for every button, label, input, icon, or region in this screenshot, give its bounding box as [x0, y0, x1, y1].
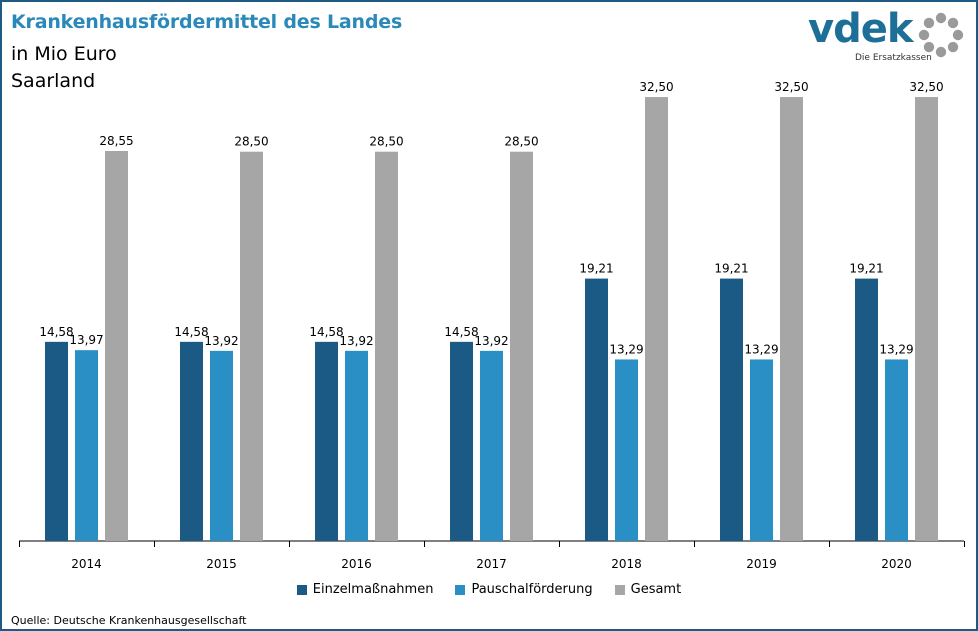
- bar-pauschal-2017: [480, 350, 503, 541]
- data-label-pauschal-2020: 13,29: [879, 342, 913, 356]
- bar-gesamt-2015: [240, 151, 263, 541]
- logo-ring-dot: [918, 29, 930, 41]
- x-tick-label-2019: 2019: [746, 557, 777, 571]
- x-tick-label-2014: 2014: [71, 557, 102, 571]
- bar-einzel-2015: [180, 341, 203, 541]
- data-label-gesamt-2019: 32,50: [774, 80, 808, 94]
- data-label-gesamt-2017: 28,50: [504, 135, 538, 149]
- chart-unit: in Mio Euro: [11, 43, 117, 65]
- legend-item-pauschal: Pauschalförderung: [455, 582, 593, 597]
- data-label-pauschal-2015: 13,92: [204, 334, 238, 348]
- legend-swatch-gesamt: [614, 584, 625, 595]
- logo-ring-dot: [952, 29, 964, 41]
- data-label-pauschal-2017: 13,92: [474, 334, 508, 348]
- legend-item-einzel: Einzelmaßnahmen: [296, 582, 434, 597]
- bar-pauschal-2016: [345, 350, 368, 541]
- legend-swatch-pauschal: [455, 584, 466, 595]
- legend-label-pauschal: Pauschalförderung: [471, 582, 593, 597]
- legend-label-einzel: Einzelmaßnahmen: [312, 582, 434, 597]
- logo-ring-dot: [923, 17, 935, 29]
- source-note: Quelle: Deutsche Krankenhausgesellschaft: [11, 614, 247, 627]
- data-label-pauschal-2018: 13,29: [609, 342, 643, 356]
- bar-gesamt-2014: [105, 151, 128, 541]
- bar-gesamt-2017: [510, 151, 533, 541]
- vdek-logo: vdek Die Ersatzkassen: [808, 6, 968, 66]
- logo-ring-dot: [923, 41, 935, 53]
- data-label-gesamt-2018: 32,50: [639, 80, 673, 94]
- data-label-gesamt-2016: 28,50: [369, 135, 403, 149]
- data-label-einzel-2019: 19,21: [714, 262, 748, 276]
- bar-pauschal-2018: [615, 359, 638, 541]
- bar-pauschal-2014: [75, 350, 98, 541]
- bar-einzel-2016: [315, 341, 338, 541]
- chart-region: Saarland: [11, 70, 96, 92]
- x-tick-label-2015: 2015: [206, 557, 237, 571]
- x-tick-label-2016: 2016: [341, 557, 372, 571]
- data-label-einzel-2020: 19,21: [849, 262, 883, 276]
- data-label-einzel-2018: 19,21: [579, 262, 613, 276]
- bar-gesamt-2019: [780, 97, 803, 542]
- bar-pauschal-2020: [885, 359, 908, 541]
- x-tick-label-2018: 2018: [611, 557, 642, 571]
- legend-swatch-einzel: [296, 584, 307, 595]
- bar-einzel-2017: [450, 341, 473, 541]
- bar-einzel-2018: [585, 278, 608, 541]
- data-label-einzel-2014: 14,58: [39, 325, 73, 339]
- logo-ring-dot: [935, 12, 947, 24]
- bar-einzel-2020: [855, 278, 878, 541]
- logo-ring-dot: [947, 17, 959, 29]
- data-label-gesamt-2014: 28,55: [99, 134, 133, 148]
- bar-gesamt-2016: [375, 151, 398, 541]
- bar-gesamt-2020: [915, 97, 938, 542]
- logo-ring-dot: [947, 41, 959, 53]
- chart-title: Krankenhausfördermittel des Landes: [11, 11, 403, 33]
- x-tick-label-2017: 2017: [476, 557, 507, 571]
- bar-einzel-2019: [720, 278, 743, 541]
- data-label-gesamt-2015: 28,50: [234, 135, 268, 149]
- data-label-pauschal-2014: 13,97: [69, 333, 103, 347]
- logo-ring-dot: [935, 46, 947, 58]
- data-label-pauschal-2016: 13,92: [339, 334, 373, 348]
- data-label-einzel-2016: 14,58: [309, 325, 343, 339]
- logo-tagline: Die Ersatzkassen: [855, 53, 932, 63]
- logo-ring-icon: [918, 12, 964, 58]
- bar-pauschal-2015: [210, 350, 233, 541]
- x-tick-label-2020: 2020: [881, 557, 912, 571]
- data-label-pauschal-2019: 13,29: [744, 342, 778, 356]
- bar-einzel-2014: [45, 341, 68, 541]
- logo-wordmark: vdek: [808, 6, 913, 52]
- bar-pauschal-2019: [750, 359, 773, 541]
- data-label-einzel-2015: 14,58: [174, 325, 208, 339]
- data-label-gesamt-2020: 32,50: [909, 80, 943, 94]
- legend: Einzelmaßnahmen Pauschalförderung Gesamt: [2, 582, 976, 597]
- legend-item-gesamt: Gesamt: [614, 582, 682, 597]
- bar-gesamt-2018: [645, 97, 668, 542]
- data-label-einzel-2017: 14,58: [444, 325, 478, 339]
- legend-label-gesamt: Gesamt: [630, 582, 682, 597]
